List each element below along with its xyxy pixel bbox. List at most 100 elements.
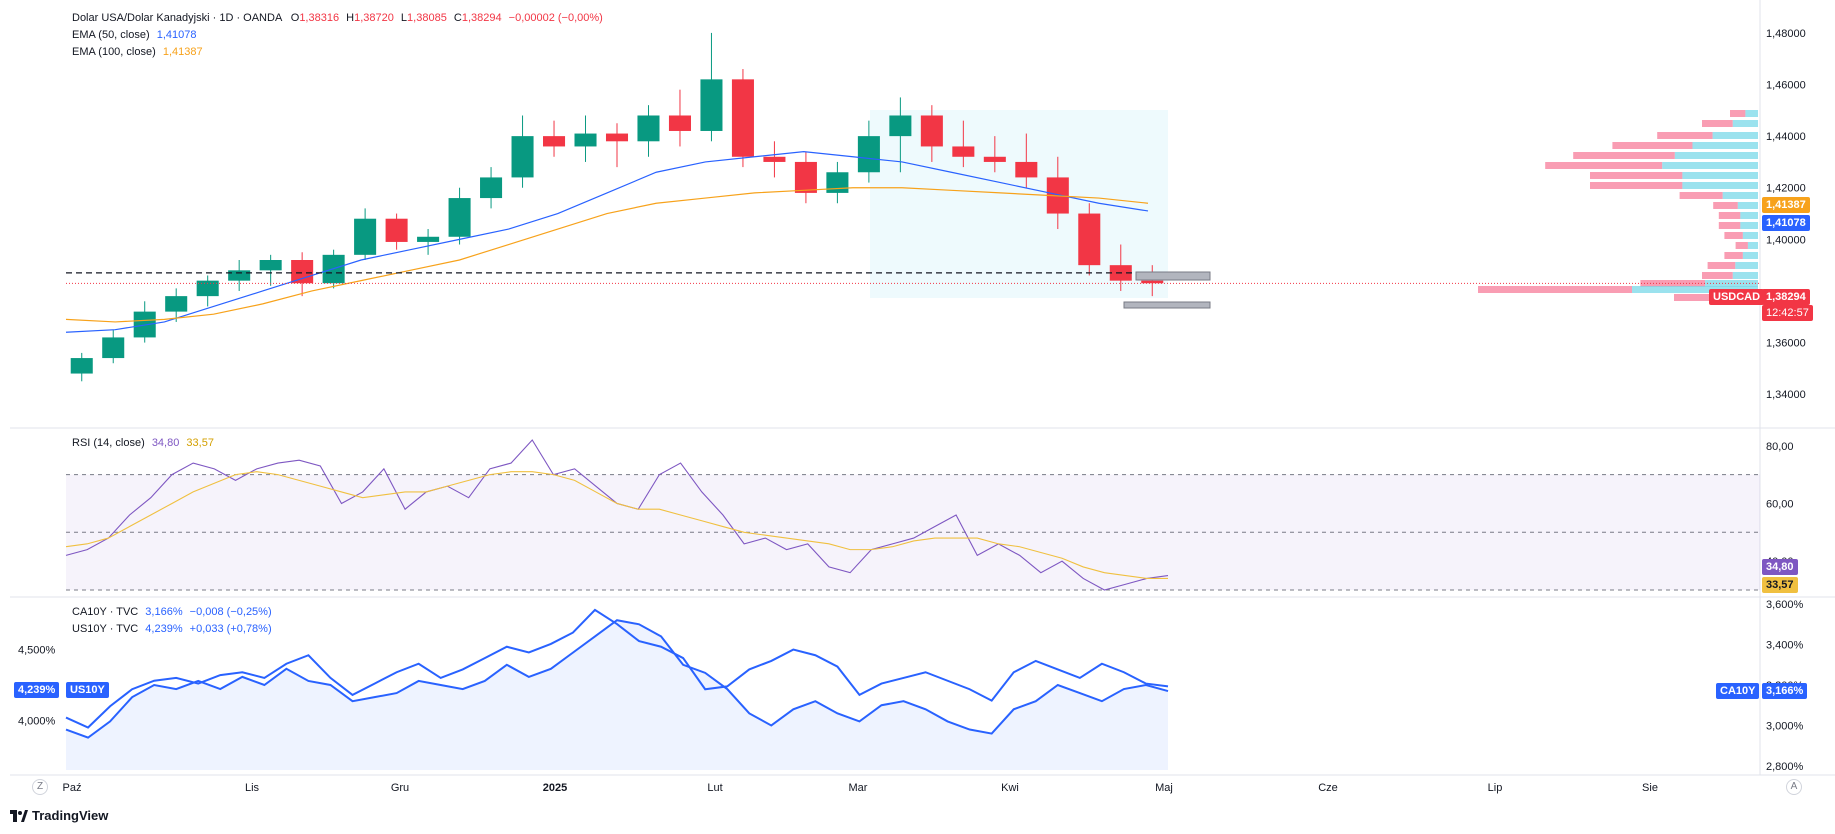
ema50-line [65,151,1149,333]
candle-body [763,156,786,162]
tradingview-logo[interactable]: TradingView [10,808,108,823]
volume-profile-bar [1573,152,1675,159]
candle-body [511,136,534,178]
ema100-line [65,187,1149,323]
rsi-pane[interactable] [65,439,1760,591]
symbol-title[interactable]: Dolar USA/Dolar Kanadyjski · 1D · OANDA [72,12,282,24]
volume-profile-bar [1724,232,1743,239]
o-label: O [290,12,300,24]
volume-profile-bar [1740,212,1758,219]
price-tick-label: 1,40000 [1766,234,1806,246]
ca10y-value-tag: 3,166% [1762,683,1808,699]
time-tick-label: Paź [63,782,82,794]
candle-body [70,358,93,374]
price-tick-label: 1,42000 [1766,183,1806,195]
volume-profile-bar [1722,192,1758,199]
ema100-price-tag: 1,41387 [1762,197,1810,213]
h-value: 1,38720 [354,12,394,24]
candle-body [1015,161,1038,178]
time-tick-label: Sie [1642,782,1658,794]
volume-profile-bar [1732,272,1758,279]
volume-profile-bar [1742,252,1758,259]
volume-profile-bar [1702,120,1733,127]
volume-profile [1478,110,1758,301]
volume-profile-bar [1478,286,1632,293]
rsi-tag: 34,80 [1762,559,1798,575]
support-box [1123,301,1211,309]
zoom-corner-button[interactable]: Z [32,779,48,795]
yield-pane[interactable] [65,608,1169,770]
ca10y-line [65,619,1169,739]
yield-legend: CA10Y · TVC 3,166% −0,008 (−0,25%) US10Y… [72,604,272,638]
candle-body [983,156,1006,162]
volume-profile-bar [1745,110,1758,117]
volume-profile-bar [1712,132,1758,139]
time-tick-label: Lut [707,782,722,794]
candle-body [480,177,503,199]
tradingview-icon [10,809,28,822]
time-tick-label: Maj [1155,782,1173,794]
ema100-label[interactable]: EMA (100, close) [72,46,156,58]
volume-profile-bar [1730,110,1746,117]
volume-profile-bar [1674,294,1721,301]
ca10y-change: −0,008 (−0,25%) [189,606,272,618]
auto-scale-button[interactable]: A [1786,779,1802,795]
us10y-label[interactable]: US10Y · TVC [72,623,139,635]
candle-body [668,115,691,131]
candle-body [1141,280,1164,284]
candle-body [920,115,943,147]
price-tick-label: 1,34000 [1766,389,1806,401]
candle-body [574,133,597,147]
price-tick-label: 1,44000 [1766,131,1806,143]
time-tick-label: Lis [245,782,260,794]
candle-body [700,79,723,131]
candle-body [1078,213,1101,266]
ema50-value: 1,41078 [156,29,197,41]
candle-body [196,280,219,297]
volume-profile-bar [1612,142,1693,149]
price-tick-label: 1,48000 [1766,28,1806,40]
volume-profile-bar [1674,152,1758,159]
volume-profile-bar [1702,272,1733,279]
volume-profile-bar [1707,262,1736,269]
volume-profile-bar [1735,242,1748,249]
o-value: 1,38316 [299,12,340,24]
candle-body [228,270,251,281]
us10y-value-tag: 4,239% [14,682,60,698]
volume-profile-bar [1747,242,1758,249]
rsi-legend: RSI (14, close) 34,80 33,57 [72,435,214,452]
volume-profile-bar [1590,172,1683,179]
price-pane[interactable] [65,32,1760,382]
us10y-name-tag[interactable]: US10Y [66,682,109,698]
symbol-price-tag[interactable]: USDCAD [1709,289,1765,305]
time-tick-label: Mar [849,782,868,794]
volume-profile-bar [1590,182,1683,189]
candle-body [637,115,660,142]
rsi-tick-label: 80,00 [1766,441,1794,453]
ema50-label[interactable]: EMA (50, close) [72,29,150,41]
time-tick-label: Lip [1488,782,1503,794]
candle-body [794,161,817,193]
rsi-ma-line [65,471,1168,580]
volume-profile-bar [1545,162,1663,169]
ca10y-tick-label: 3,000% [1766,720,1804,732]
price-tick-label: 1,36000 [1766,338,1806,350]
ca10y-area [66,620,1168,770]
ca10y-label[interactable]: CA10Y · TVC [72,606,139,618]
rsi-label[interactable]: RSI (14, close) [72,437,145,449]
c-value: 1,38294 [461,12,502,24]
volume-profile-bar [1662,162,1758,169]
volume-profile-bar [1682,182,1758,189]
us10y-value: 4,239% [145,623,183,635]
rsi-ma-value: 33,57 [186,437,214,449]
rsi-band-fill [66,474,1760,590]
time-tick-label: Gru [391,782,409,794]
candle-body [605,133,629,142]
volume-profile-bar [1679,192,1723,199]
volume-profile-bar [1742,232,1758,239]
candle-body [385,218,408,242]
candle-body [543,136,566,147]
ca10y-name-tag[interactable]: CA10Y [1716,683,1760,699]
candle-body [857,136,880,173]
